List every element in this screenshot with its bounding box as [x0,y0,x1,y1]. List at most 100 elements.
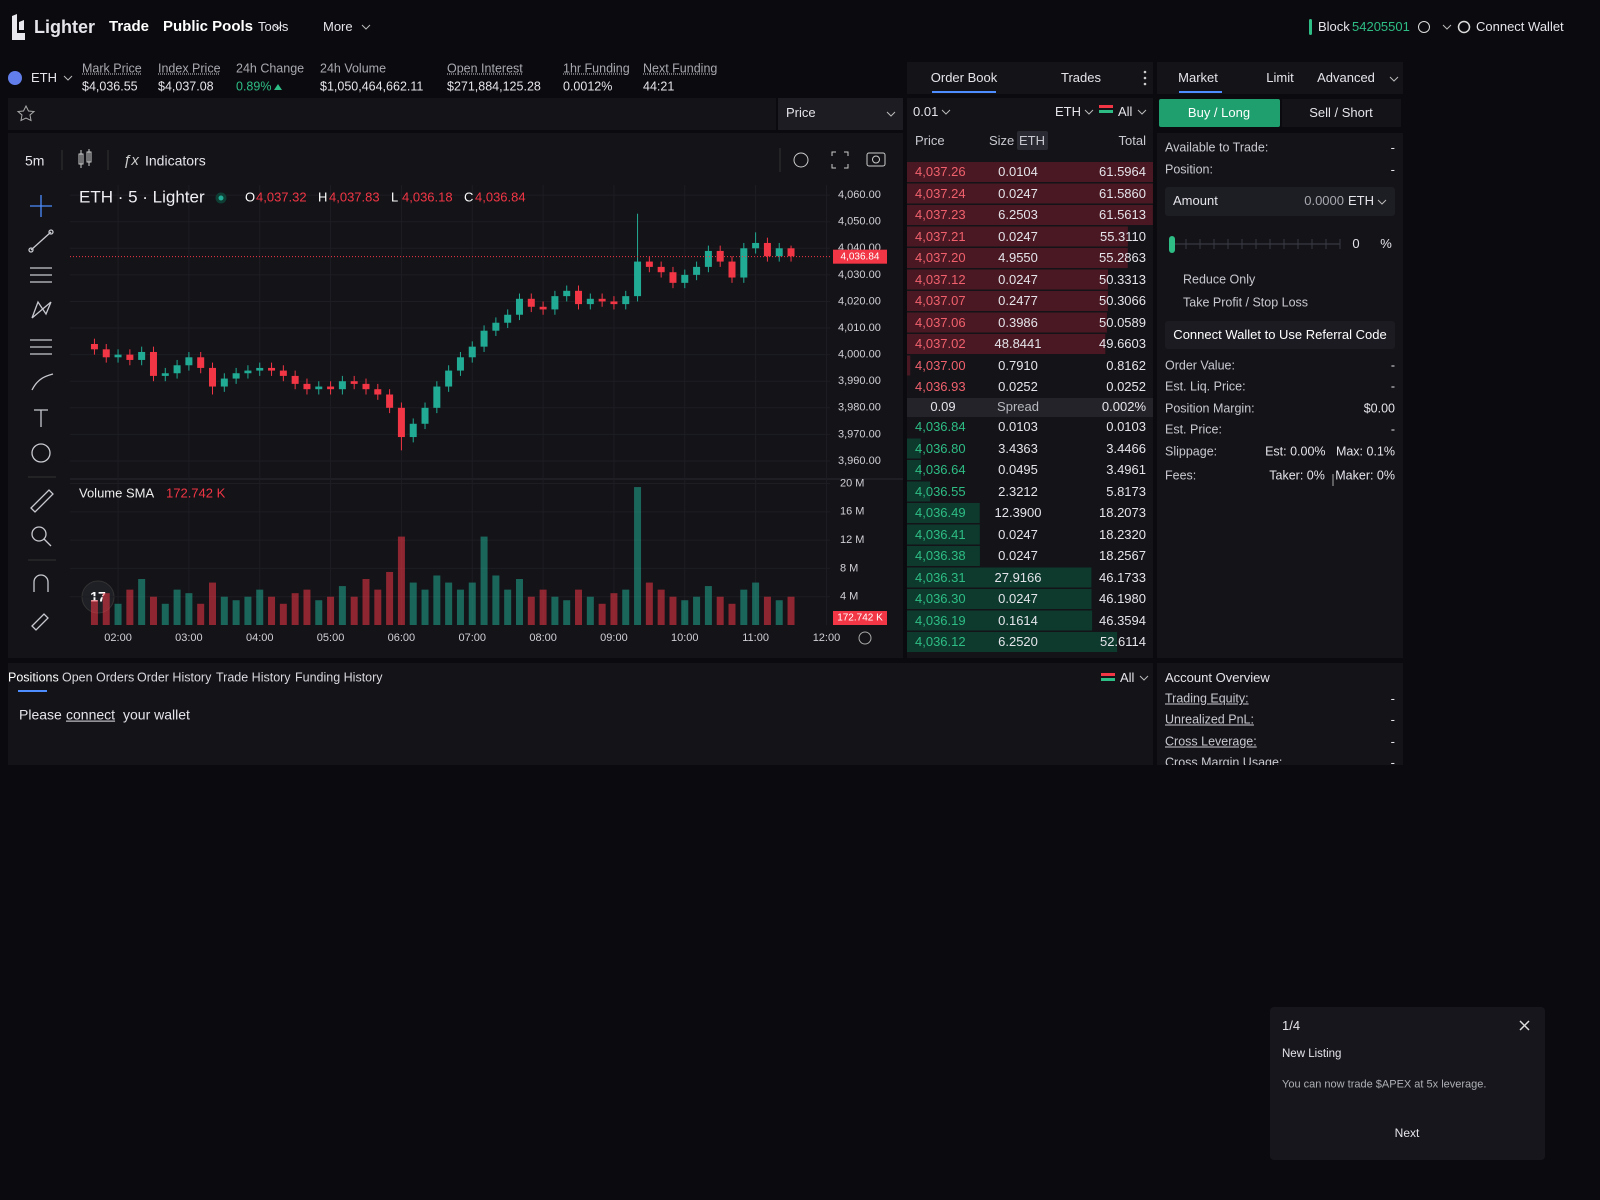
volume-bar [409,582,417,625]
replay-icon[interactable] [793,152,809,168]
more-icon[interactable] [1143,70,1147,86]
candle-type-icon[interactable] [78,149,92,168]
star-icon[interactable] [16,104,36,122]
fullscreen-icon[interactable] [831,151,849,169]
price-select[interactable] [778,98,903,130]
positions-panel [8,663,1153,765]
tab[interactable]: Trade History [216,670,291,685]
volume-bar [433,575,441,625]
candle-body [268,367,276,371]
close-icon[interactable] [1519,1020,1530,1031]
tab[interactable]: Market [1178,70,1218,86]
y-tick-label: 3,990.00 [838,375,881,387]
interval[interactable]: 5m [25,152,45,169]
volume-tick-label: 16 M [840,506,864,518]
stat-label: 1hr Funding [563,61,630,76]
price[interactable]: 4,036.41 [915,526,966,542]
option[interactable]: Take Profit / Stop Loss [1183,295,1309,310]
candle-body [515,298,523,315]
slider-value: 0 [1352,236,1360,252]
symbol[interactable]: ETH [31,70,57,86]
volume-bar [173,589,181,625]
depth-bar [907,610,1093,631]
size: 6.2503 [998,207,1038,223]
toast-next[interactable]: Next [1394,1125,1420,1140]
depth-bar [907,248,1128,268]
tab[interactable]: Limit [1266,70,1294,86]
drawing-tools[interactable] [28,195,54,631]
volume-bar [669,596,677,625]
referral[interactable]: Connect Wallet to Use Referral Code [1173,327,1387,343]
price[interactable]: 4,036.12 [915,634,966,650]
total: 46.3594 [1099,612,1146,628]
price[interactable]: 4,037.26 [915,164,966,180]
amount-box[interactable] [1165,187,1395,216]
depth-bar [907,355,911,376]
price[interactable]: 4,036.38 [915,548,966,564]
tab[interactable]: Open Orders [62,670,135,685]
candle-body [669,272,677,283]
tab[interactable]: Positions [8,670,59,685]
tick-size[interactable]: 0.01 [913,104,939,120]
price[interactable]: 4,036.19 [915,612,966,628]
camera-icon[interactable] [866,152,886,167]
filter[interactable]: All [1118,104,1133,120]
volume-bar [374,589,382,625]
stat-label: 24h Volume [320,61,387,76]
buy-label[interactable]: Buy / Long [1187,105,1251,121]
price[interactable]: 4,036.49 [915,505,966,521]
summary-value: Est: 0.00% Max: 0.1% [1265,444,1395,459]
nav-item[interactable]: Tools [258,19,289,35]
filter[interactable]: All [1120,670,1135,686]
price[interactable]: 4,036.64 [915,462,966,478]
price[interactable]: 4,037.12 [915,271,966,287]
price[interactable]: 4,037.02 [915,336,966,352]
header: Total [1118,133,1146,149]
price[interactable]: 4,037.00 [915,357,966,373]
nav-item[interactable]: More [323,19,353,35]
price[interactable]: 4,037.06 [915,314,966,330]
price[interactable]: 4,036.93 [915,379,966,395]
connect-link[interactable]: connect [66,706,116,723]
candle-body [209,367,217,387]
price[interactable]: 4,036.55 [915,483,966,499]
tab[interactable]: Advanced [1317,70,1375,86]
price[interactable]: 4,036.80 [915,440,966,456]
settings-icon[interactable] [858,631,872,645]
price[interactable]: 4,036.31 [915,569,966,585]
volume-bar [645,582,653,625]
nav-item[interactable]: Trade [109,18,150,35]
price-select-label[interactable]: Price [786,105,816,121]
nav-item[interactable]: Public Pools [163,18,254,35]
unit-select[interactable]: ETH [1055,104,1081,120]
price[interactable]: 4,037.07 [915,293,966,309]
sell-button[interactable] [1282,99,1401,127]
price[interactable]: 4,036.84 [915,419,966,435]
tab[interactable]: Order Book [930,70,998,86]
price[interactable]: 4,037.20 [915,250,966,266]
total: 61.5860 [1099,185,1146,201]
stat-value: $4,037.08 [158,79,214,94]
volume-bar [315,600,323,625]
buy-button[interactable] [1159,99,1280,127]
globe-icon[interactable] [1418,21,1430,33]
candle-body [374,389,382,395]
indicators[interactable]: Indicators [145,152,206,169]
tab[interactable]: Funding History [295,670,383,685]
candle-body [244,370,252,374]
price[interactable]: 4,037.23 [915,207,966,223]
option[interactable]: Reduce Only [1183,272,1256,287]
sell-label[interactable]: Sell / Short [1309,105,1373,121]
slider-handle[interactable] [1169,236,1175,253]
tab[interactable]: Trades [1061,70,1101,86]
referral-box[interactable] [1165,321,1395,349]
settings-icon[interactable] [1457,20,1471,34]
tab[interactable]: Order History [137,670,212,685]
connect-wallet[interactable]: Connect Wallet [1476,19,1564,35]
price[interactable]: 4,037.24 [915,185,966,201]
price[interactable]: 4,036.30 [915,591,966,607]
volume-bar [681,600,689,625]
volume-bar [185,593,193,625]
chevron [273,24,283,30]
price[interactable]: 4,037.21 [915,228,966,244]
